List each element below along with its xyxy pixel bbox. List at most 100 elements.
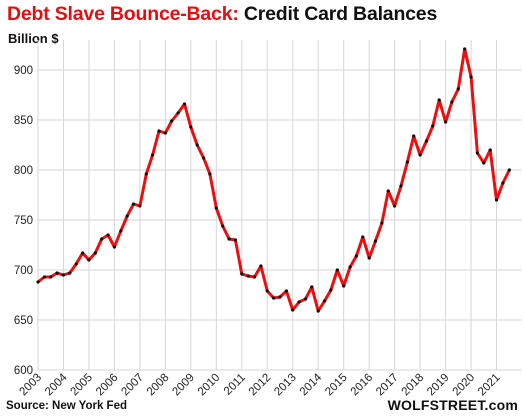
data-point <box>170 119 174 123</box>
data-point <box>259 264 263 268</box>
data-point <box>463 47 467 51</box>
y-tick-label: 700 <box>14 265 33 277</box>
y-tick-label: 750 <box>14 215 33 227</box>
gridlines <box>37 40 522 371</box>
data-point <box>74 262 78 266</box>
data-point <box>100 237 104 241</box>
data-point <box>342 284 346 288</box>
data-point <box>157 129 161 133</box>
y-axis-label: Billion $ <box>8 31 59 46</box>
data-point <box>450 100 454 104</box>
data-point <box>125 214 129 218</box>
data-point <box>55 271 59 275</box>
y-tick-label: 800 <box>14 165 33 177</box>
data-point <box>399 184 403 188</box>
data-point <box>323 299 327 303</box>
chart-title-highlight: Debt Slave Bounce-Back: <box>7 3 239 25</box>
data-point <box>303 297 308 301</box>
x-tick-label: 2010 <box>196 372 223 399</box>
chart-title-main: Credit Card Balances <box>243 3 438 25</box>
data-point <box>444 120 448 124</box>
data-point <box>475 151 479 155</box>
x-tick-label: 2017 <box>374 372 401 399</box>
data-point <box>106 233 110 237</box>
y-tick-label: 600 <box>14 365 33 377</box>
x-tick-label: 2016 <box>349 372 376 399</box>
x-tick-label: 2012 <box>247 372 274 399</box>
data-point <box>494 198 499 202</box>
data-point <box>507 168 511 172</box>
data-point <box>488 148 492 152</box>
data-point <box>252 275 257 279</box>
x-tick-label: 2007 <box>119 372 146 399</box>
data-point <box>233 238 237 242</box>
data-point <box>112 245 116 249</box>
x-tick-label: 2021 <box>476 372 503 399</box>
x-tick-label: 2005 <box>68 372 95 399</box>
chart-title: Debt Slave Bounce-Back: Credit Card Bala… <box>7 3 437 26</box>
data-point <box>424 139 429 143</box>
x-tick-label: 2011 <box>222 372 248 398</box>
data-point <box>386 189 390 193</box>
data-point <box>316 309 320 313</box>
data-point <box>163 131 167 135</box>
data-point <box>151 153 155 157</box>
x-tick-label: 2018 <box>400 372 427 399</box>
data-point <box>195 143 199 147</box>
x-tick-label: 2006 <box>94 372 121 399</box>
data-point <box>329 288 333 292</box>
data-point <box>81 251 85 255</box>
data-point <box>93 251 97 255</box>
data-point <box>265 289 269 293</box>
data-point <box>272 296 276 300</box>
data-point <box>182 102 187 106</box>
data-point <box>297 300 301 304</box>
y-axis-ticks: 600 650 700 750 800 850 900 <box>14 65 33 377</box>
data-point <box>469 75 473 79</box>
data-point <box>87 258 91 262</box>
data-point <box>176 111 180 115</box>
data-point <box>68 271 72 275</box>
y-tick-label: 850 <box>14 115 33 127</box>
data-point <box>131 202 136 206</box>
x-tick-label: 2009 <box>170 372 197 399</box>
data-point <box>246 274 250 278</box>
y-tick-label: 650 <box>14 315 33 327</box>
data-point <box>278 295 282 299</box>
data-point <box>456 87 460 91</box>
brand-logo-text: WOLFSTREET.com <box>387 397 518 413</box>
data-point <box>354 254 358 258</box>
data-point <box>348 265 352 269</box>
data-point <box>240 272 244 276</box>
data-point <box>291 308 295 312</box>
data-point <box>361 235 365 239</box>
source-note: Source: New York Fed <box>6 400 127 412</box>
data-point <box>405 160 409 164</box>
data-point <box>367 256 371 260</box>
data-point <box>284 289 288 293</box>
data-point <box>310 285 314 289</box>
x-tick-label: 2008 <box>145 372 172 399</box>
data-point <box>208 172 212 176</box>
data-point <box>189 125 193 129</box>
x-tick-label: 2013 <box>272 372 299 399</box>
series-credit-card-balances <box>36 47 511 313</box>
data-point <box>144 172 148 176</box>
data-point <box>221 224 225 228</box>
data-point <box>418 153 422 157</box>
data-point <box>202 156 206 160</box>
data-point <box>437 98 441 102</box>
data-point <box>393 204 397 208</box>
data-point <box>42 275 47 279</box>
data-point <box>36 280 40 284</box>
data-point <box>227 237 231 241</box>
data-point <box>61 273 66 277</box>
x-tick-label: 2004 <box>43 371 70 398</box>
data-point <box>335 268 339 272</box>
x-tick-label: 2019 <box>425 372 452 399</box>
x-tick-label: 2020 <box>451 372 478 399</box>
data-point <box>214 206 218 210</box>
data-point <box>49 275 53 279</box>
y-tick-label: 900 <box>14 65 33 77</box>
